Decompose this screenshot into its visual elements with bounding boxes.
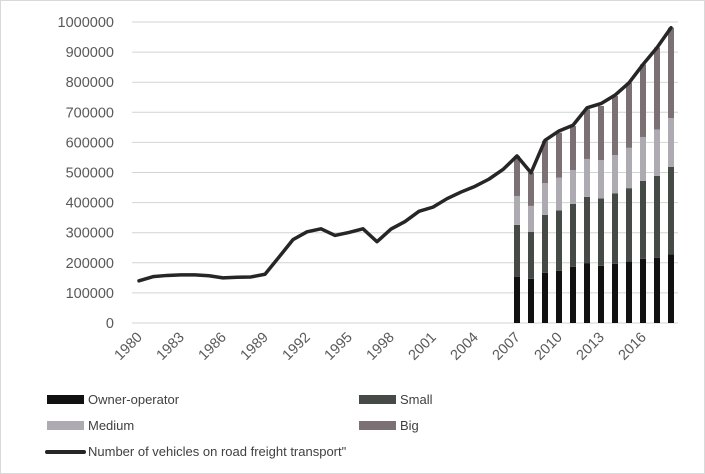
bar-segment-medium: [584, 158, 590, 197]
bar-segment-owner-operator: [570, 266, 576, 323]
bar-segment-small: [612, 193, 618, 264]
bar-segment-big: [584, 109, 590, 159]
bar-segment-small: [598, 198, 604, 266]
x-tick-label: 1998: [364, 330, 398, 364]
bar-segment-small: [514, 224, 520, 277]
bar-segment-medium: [570, 170, 576, 204]
bar-segment-big: [668, 27, 674, 119]
legend-label: Owner-operator: [88, 392, 180, 407]
bar-segment-small: [556, 210, 562, 271]
y-tick-label: 1000000: [58, 15, 114, 31]
legend-swatch-small: [359, 395, 396, 404]
legend-swatch-line: [45, 449, 86, 454]
bar-segment-small: [528, 231, 534, 279]
y-tick-label: 900000: [66, 45, 114, 61]
legend-label: Big: [400, 418, 419, 433]
y-tick-label: 500000: [66, 166, 114, 182]
legend-swatch-big: [359, 421, 396, 430]
bar-segment-big: [626, 82, 632, 148]
x-tick-label: 2004: [448, 330, 482, 364]
bar-segment-big: [598, 105, 604, 161]
bar-segment-owner-operator: [640, 258, 646, 323]
x-tick-label: 2010: [532, 330, 566, 364]
x-tick-label: 1986: [196, 330, 230, 364]
y-tick-label: 600000: [66, 135, 114, 151]
y-tick-label: 800000: [66, 75, 114, 91]
bar-segment-owner-operator: [612, 263, 618, 323]
y-tick-label: 700000: [66, 105, 114, 121]
x-tick-label: 2016: [616, 330, 650, 364]
x-tick-label: 2007: [490, 330, 524, 364]
chart-plot: 0 100000 200000 300000 400000 500000 600000 700…: [58, 15, 678, 364]
bar-segment-owner-operator: [626, 261, 632, 323]
bar-segment-owner-operator: [668, 254, 674, 323]
bar-segment-owner-operator: [542, 272, 548, 323]
bar-segment-medium: [542, 183, 548, 215]
bar-segment-owner-operator: [598, 265, 604, 323]
x-tick-label: 2013: [574, 330, 608, 364]
bar-segment-big: [528, 172, 534, 206]
bar-segment-big: [542, 140, 548, 184]
bar-segment-small: [542, 214, 548, 273]
bar-segment-small: [584, 196, 590, 264]
bar-segment-small: [654, 175, 660, 258]
x-tick-label: 1980: [112, 330, 146, 364]
legend-label: Medium: [88, 418, 135, 433]
x-tick-label: 1992: [280, 330, 314, 364]
legend-vehicles-line: Number of vehicles on road freight trans…: [45, 444, 346, 459]
bar-segment-medium: [640, 136, 646, 181]
bar-segment-small: [570, 203, 576, 267]
y-tick-label: 200000: [66, 256, 114, 272]
bar-segment-owner-operator: [556, 270, 562, 323]
bar-segment-owner-operator: [528, 278, 534, 323]
bar-segment-medium: [528, 205, 534, 232]
bar-segment-big: [640, 64, 646, 137]
bar-segment-small: [668, 166, 674, 255]
legend-owner-operator: Owner-operator: [47, 392, 179, 407]
bar-segment-medium: [598, 160, 604, 199]
legend-label: Small: [400, 392, 433, 407]
bar-segment-medium: [612, 155, 618, 194]
bar-segment-big: [612, 96, 618, 156]
bar-segment-owner-operator: [654, 257, 660, 323]
bar-segment-owner-operator: [584, 263, 590, 323]
bar-segment-owner-operator: [514, 276, 520, 323]
y-tick-label: 300000: [66, 226, 114, 242]
legend-swatch-owner-operator: [47, 395, 84, 404]
legend-medium: Medium: [47, 418, 134, 433]
bar-segment-medium: [668, 118, 674, 167]
bar-segment-medium: [654, 129, 660, 176]
bar-segment-small: [640, 180, 646, 259]
legend-label: Number of vehicles on road freight trans…: [88, 444, 347, 459]
x-tick-label: 1989: [238, 330, 272, 364]
bar-segment-big: [570, 126, 576, 171]
x-tick-label: 1983: [154, 330, 188, 364]
bar-segment-medium: [556, 177, 562, 211]
bar-segment-small: [626, 188, 632, 262]
bar-segment-big: [556, 132, 562, 178]
y-tick-label: 0: [106, 316, 114, 332]
bar-segment-big: [654, 47, 660, 130]
legend-small: Small: [359, 392, 433, 407]
y-tick-label: 400000: [66, 196, 114, 212]
bar-segment-medium: [626, 147, 632, 189]
y-tick-label: 100000: [66, 286, 114, 302]
legend-big: Big: [359, 418, 419, 433]
bar-segment-big: [514, 155, 520, 196]
legend-swatch-medium: [47, 421, 84, 430]
bar-segment-medium: [514, 195, 520, 225]
x-tick-label: 1995: [322, 330, 356, 364]
x-tick-label: 2001: [406, 330, 440, 364]
vehicles-line: [137, 25, 673, 283]
